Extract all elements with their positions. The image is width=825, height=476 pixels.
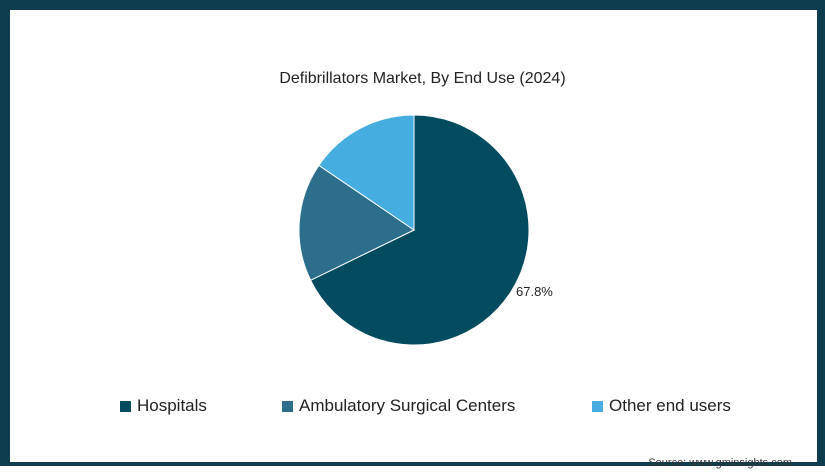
legend-label-other-end-users: Other end users (609, 396, 731, 415)
legend: Hospitals Ambulatory Surgical Centers Ot… (10, 396, 825, 420)
pie-slice-other-end-users (318, 114, 415, 231)
pie-chart (298, 114, 530, 346)
legend-swatch-ambulatory-surgical-centers (282, 400, 293, 412)
pie-slice-ambulatory-surgical-centers (298, 164, 415, 281)
source-note: Source: www.gminsights.com (648, 457, 792, 469)
legend-item-hospitals: Hospitals (120, 396, 207, 416)
data-label-hospitals: 67.8% (516, 284, 553, 299)
legend-label-ambulatory-surgical-centers: Ambulatory Surgical Centers (299, 396, 516, 415)
legend-swatch-hospitals (120, 400, 131, 412)
legend-item-other-end-users: Other end users (592, 396, 731, 416)
legend-label-hospitals: Hospitals (137, 396, 207, 415)
legend-swatch-other-end-users (592, 400, 603, 412)
chart-title: Defibrillators Market, By End Use (2024) (279, 70, 566, 87)
pie-slice-hospitals (309, 114, 530, 346)
legend-item-ambulatory-surgical-centers: Ambulatory Surgical Centers (282, 396, 515, 416)
